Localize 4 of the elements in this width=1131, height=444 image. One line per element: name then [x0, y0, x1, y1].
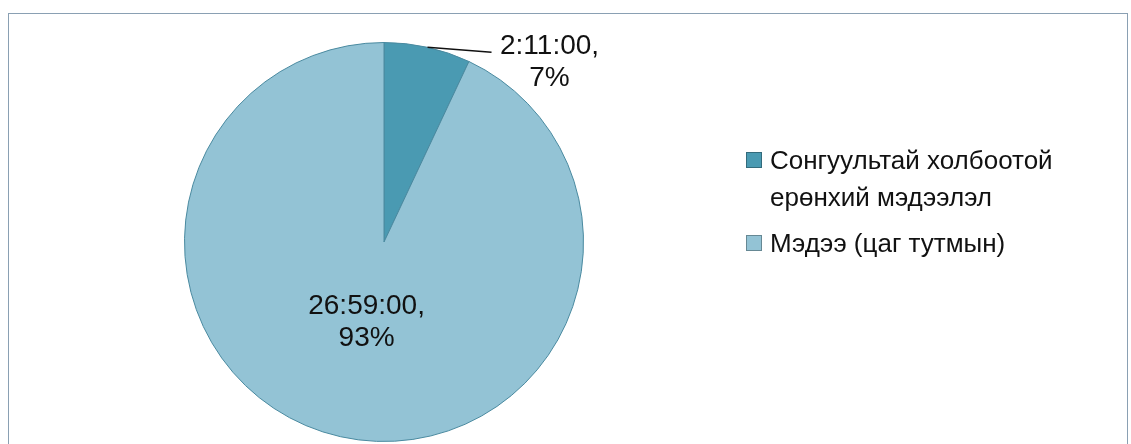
- data-label: 26:59:00, 93%: [308, 288, 425, 352]
- legend-label: Сонгуультай холбоотой ерөнхий мэдээлэл: [770, 144, 1054, 214]
- data-label: 2:11:00, 7%: [499, 29, 600, 93]
- legend-label: Мэдээ (цаг тутмын): [770, 227, 1006, 260]
